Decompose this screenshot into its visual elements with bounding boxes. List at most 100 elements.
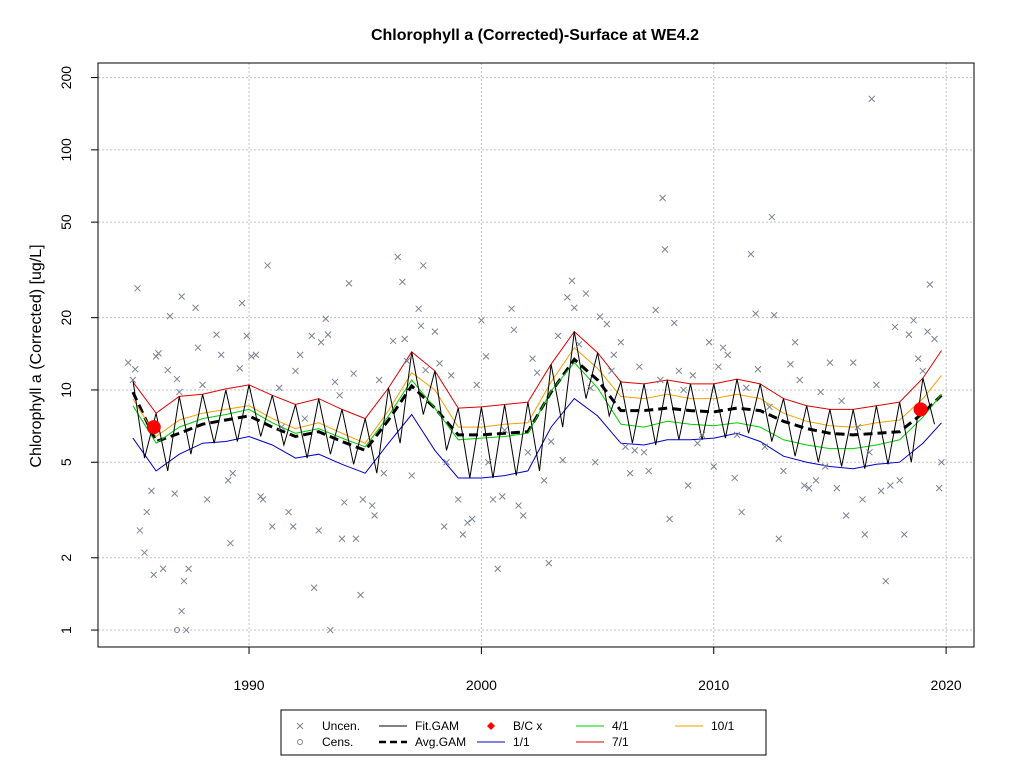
legend-label: Fit.GAM	[415, 719, 459, 733]
uncensored-point	[608, 367, 615, 375]
uncensored-point	[821, 463, 829, 470]
uncensored-point	[494, 565, 502, 573]
uncensored-point	[431, 328, 439, 335]
gridlines	[98, 63, 974, 647]
uncensored-point	[670, 319, 678, 327]
uncensored-point	[482, 353, 490, 360]
uncensored-point	[143, 508, 151, 516]
uncensored-point	[331, 378, 339, 386]
uncensored-point	[747, 250, 755, 258]
uncensored-point	[436, 360, 443, 367]
uncensored-point	[443, 458, 450, 466]
uncensored-point	[401, 335, 409, 343]
uncensored-point	[540, 477, 548, 484]
uncensored-point	[213, 331, 220, 338]
uncensored-point	[227, 539, 234, 547]
uncensored-point	[178, 293, 186, 300]
uncensored-point	[159, 565, 167, 573]
uncensored-point	[243, 332, 251, 340]
uncensored-point	[194, 344, 202, 352]
uncensored-point	[812, 477, 820, 484]
uncensored-point	[826, 359, 834, 366]
uncensored-point	[752, 310, 759, 317]
uncensored-point	[587, 384, 594, 392]
uncensored-point	[380, 469, 388, 477]
uncensored-point	[935, 484, 943, 492]
uncensored-point	[498, 493, 506, 500]
legend-label: B/C x	[513, 719, 542, 733]
uncensored-point	[336, 391, 344, 399]
uncensored-point	[136, 527, 144, 534]
uncensored-point	[185, 565, 192, 573]
uncensored-point	[150, 571, 158, 579]
uncensored-point	[547, 438, 555, 445]
uncensored-point	[724, 351, 732, 359]
uncensored-point	[236, 365, 244, 372]
uncensored-point	[631, 447, 639, 454]
uncensored-point	[715, 363, 722, 371]
uncensored-point	[801, 482, 808, 489]
uncensored-point	[155, 350, 162, 357]
legend-label: Cens.	[322, 735, 353, 749]
legend-label: 10/1	[711, 719, 735, 733]
uncensored-point	[838, 397, 845, 405]
uncensored-point	[371, 512, 378, 519]
uncensored-point	[775, 535, 783, 543]
uncensored-point	[770, 311, 778, 319]
uncensored-point	[891, 323, 899, 331]
uncensored-point	[141, 549, 148, 557]
uncensored-point	[882, 577, 890, 585]
uncensored-point	[849, 359, 857, 366]
uncensored-point	[415, 305, 423, 313]
legend-label: 1/1	[513, 735, 530, 749]
uncensored-point	[473, 381, 481, 389]
uncensored-point	[877, 487, 885, 495]
series-line-7-1	[132, 330, 942, 420]
uncensored-point	[289, 523, 297, 530]
x-tick-label: 2010	[698, 677, 729, 693]
uncensored-point	[675, 367, 683, 375]
bc-point	[913, 402, 928, 417]
uncensored-point	[324, 331, 332, 338]
uncensored-point	[510, 326, 518, 334]
uncensored-point	[742, 384, 750, 392]
legend-label: Avg.GAM	[415, 735, 466, 749]
uncensored-point	[278, 423, 285, 431]
uncensored-point	[575, 340, 583, 348]
x-tick-label: 2000	[466, 677, 497, 693]
uncensored-point	[296, 351, 304, 359]
uncensored-point	[738, 508, 745, 516]
uncensored-point	[640, 448, 648, 456]
uncensored-point	[905, 331, 913, 338]
uncensored-point	[478, 316, 485, 324]
uncensored-point	[131, 365, 139, 373]
uncensored-point	[317, 338, 325, 346]
uncensored-point	[861, 531, 869, 538]
uncensored-point	[617, 338, 625, 346]
uncensored-point	[419, 262, 427, 269]
uncensored-point	[866, 448, 873, 456]
uncensored-point	[408, 472, 416, 479]
uncensored-point	[854, 423, 862, 431]
uncensored-point	[345, 279, 353, 287]
uncensored-point	[275, 384, 283, 392]
uncensored-point	[873, 381, 880, 389]
uncensored-point	[591, 458, 599, 466]
uncensored-point	[440, 523, 448, 530]
uncensored-point	[340, 499, 348, 506]
uncensored-point	[129, 376, 137, 384]
uncensored-point	[570, 304, 578, 312]
uncensored-point	[248, 353, 255, 360]
y-tick-label: 100	[58, 138, 74, 162]
uncensored-point	[559, 456, 567, 464]
uncensored-point	[733, 431, 741, 439]
uncensored-point	[182, 626, 190, 634]
uncensored-point	[710, 463, 718, 470]
uncensored-point	[515, 502, 522, 509]
plot-frame	[97, 62, 975, 648]
series-line-10-1	[132, 346, 942, 444]
uncensored-point	[292, 367, 299, 375]
series-line-1-1	[132, 397, 942, 479]
y-tick-label: 5	[58, 458, 74, 466]
